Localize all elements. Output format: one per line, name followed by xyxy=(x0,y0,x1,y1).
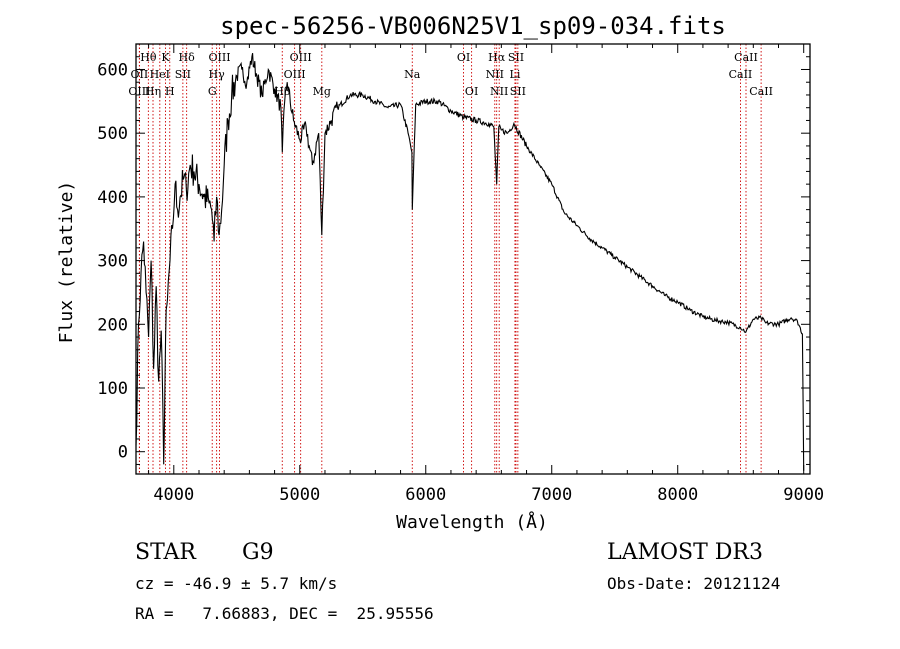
plot-frame xyxy=(135,43,811,475)
y-tick-label: 500 xyxy=(97,124,128,144)
spectral-line-label: NII xyxy=(486,68,504,81)
y-tick-label: 200 xyxy=(97,315,128,335)
spectral-line-label: Mg xyxy=(313,85,331,98)
spectral-line-label: Hγ xyxy=(209,68,226,81)
spectral-line-label: OIII xyxy=(208,51,230,64)
spectral-line-label: OI xyxy=(457,51,470,64)
spectral-line-label: SII xyxy=(510,85,526,98)
spectral-line-label: Na xyxy=(404,68,421,81)
spectral-line-label: H xyxy=(165,85,175,98)
redshift-readout: cz = -46.9 ± 5.7 km/s xyxy=(135,574,338,593)
x-tick-label: 5000 xyxy=(279,485,320,505)
spectral-line-label: OIII xyxy=(284,68,306,81)
x-tick-label: 8000 xyxy=(657,485,698,505)
object-class: STAR xyxy=(135,540,196,565)
spectral-line-label: Hα xyxy=(488,51,506,64)
spectral-line-label: G xyxy=(208,85,217,98)
spectral-line-label: CaII xyxy=(729,68,753,81)
y-tick-label: 400 xyxy=(97,188,128,208)
spectral-line-label: Li xyxy=(510,68,521,81)
coordinates: RA = 7.66883, DEC = 25.95556 xyxy=(135,604,434,623)
spectral-line-label: CaII xyxy=(734,51,758,64)
spectral-line-label: OI xyxy=(465,85,478,98)
spectral-line-label: OIII xyxy=(290,51,312,64)
spectral-line-label: Hθ xyxy=(140,51,157,64)
y-axis-label: Flux (relative) xyxy=(56,181,77,344)
y-tick-label: 0 xyxy=(118,443,128,463)
x-axis-label: Wavelength (Å) xyxy=(396,511,548,533)
x-tick-label: 7000 xyxy=(531,485,572,505)
spectral-line-label: HeI xyxy=(150,68,170,81)
x-tick-label: 6000 xyxy=(405,485,446,505)
y-tick-label: 100 xyxy=(97,379,128,399)
spectral-line-label: SII xyxy=(175,68,191,81)
spectral-line-label: OII xyxy=(131,68,149,81)
y-tick-label: 600 xyxy=(97,60,128,80)
x-tick-label: 4000 xyxy=(153,485,194,505)
spectral-line-label: CaII xyxy=(749,85,773,98)
x-tick-label: 9000 xyxy=(783,485,824,505)
spectral-line-label: NII xyxy=(490,85,508,98)
spectral-line-label: K xyxy=(161,51,170,64)
spectral-line-label: OIII xyxy=(128,85,150,98)
obs-date: Obs-Date: 20121124 xyxy=(607,574,781,593)
spectral-line-label: Hδ xyxy=(179,51,196,64)
spectral-line-label: SII xyxy=(508,51,524,64)
survey-name: LAMOST DR3 xyxy=(607,540,763,565)
spectral-line-label: Hη xyxy=(145,85,161,98)
spectrum-series-line xyxy=(135,52,805,471)
chart-title: spec-56256-VB006N25V1_sp09-034.fits xyxy=(220,12,726,40)
object-subclass: G9 xyxy=(242,540,274,565)
y-tick-label: 300 xyxy=(97,252,128,272)
